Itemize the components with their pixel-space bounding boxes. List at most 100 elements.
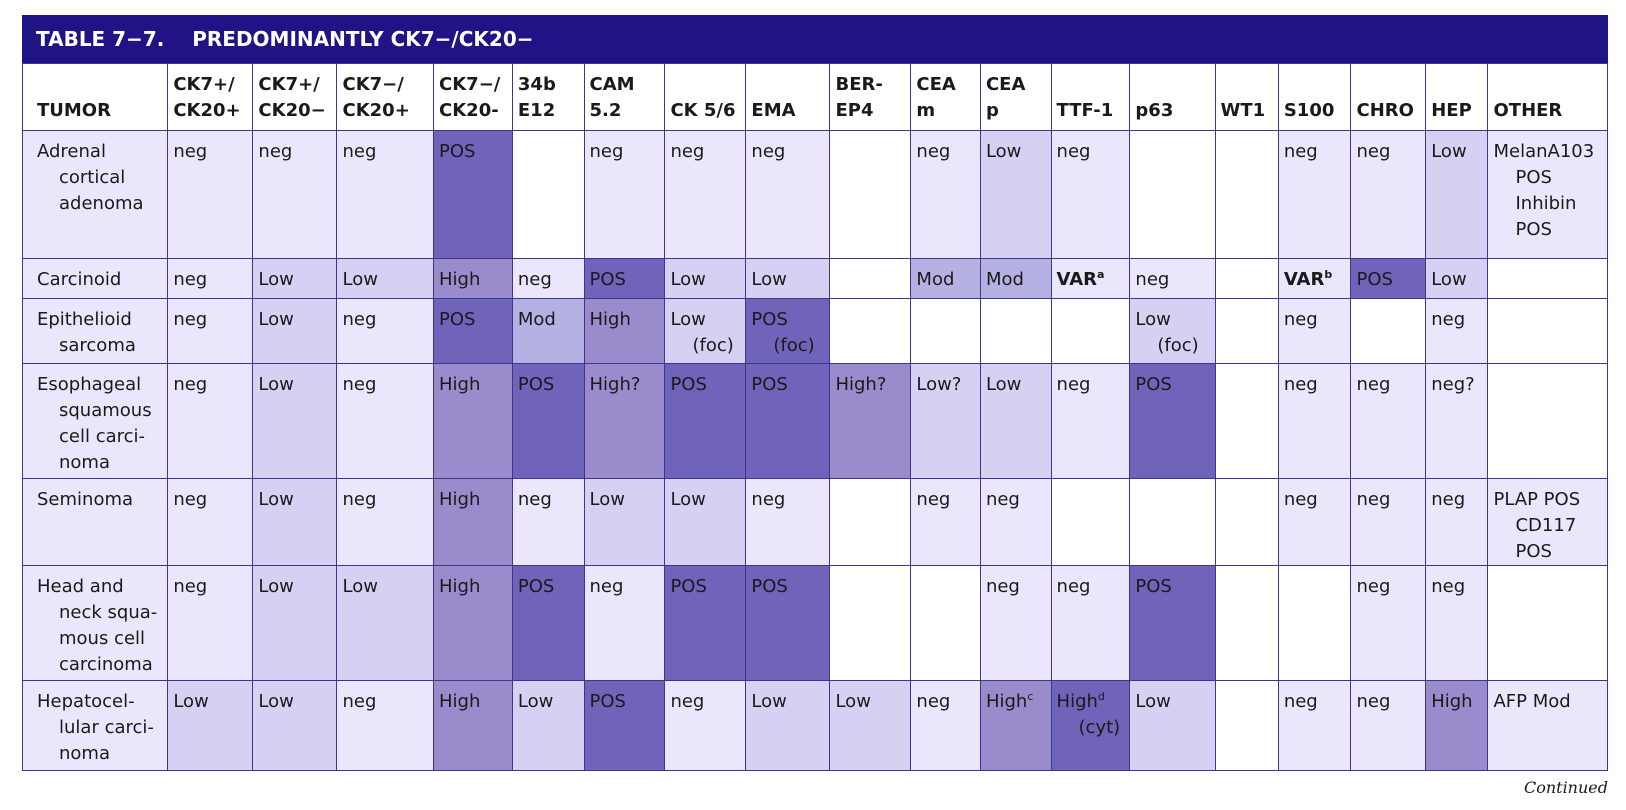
cell-text: Low [751,689,825,715]
value-cell: Low (foc) [1129,298,1216,364]
cell-text: Low [258,307,332,333]
column-header: CEA p [979,63,1052,131]
cell-text: (cyt) [1078,717,1121,738]
value-cell: Low [829,680,912,771]
value-cell [910,565,981,681]
cell-value: neg [751,489,786,510]
cell-text: CD117 POS [1493,513,1603,565]
value-cell: Low [1425,130,1489,259]
cell-value: Low [835,691,871,712]
cell-text: (foc) [1135,333,1210,359]
value-cell: neg [1350,478,1427,566]
cell-value: Low [1135,691,1171,712]
immunohistochemistry-table: TUMOR CK7+/ CK20+ CK7+/ CK20− CK7−/ CK20+ CK… [21,63,1608,771]
cell-value: Low [258,489,294,510]
cell-value: Low [342,576,378,597]
cell-value: Low [670,309,706,330]
cell-value: neg [589,141,624,162]
column-header: TUMOR [21,63,169,131]
value-cell: Low [745,680,831,771]
value-cell: POS (foc) [745,298,831,364]
cell-text: Low [258,487,332,513]
cell-text: POS [1493,217,1603,243]
value-cell: neg [167,478,254,566]
cell-value: Low [258,576,294,597]
cell-value: Mod [985,269,1024,290]
table-row: Head and neck squa-mous cell carcinoma neg L… [21,565,1608,681]
cell-value: VAR [1283,269,1325,290]
value-cell: neg [1277,298,1352,364]
cell-text: POS [1135,372,1210,398]
cell-text: Low [1135,689,1210,715]
cell-value: neg [173,489,208,510]
cell-text: neg [986,487,1047,513]
cell-value: neg [1283,489,1318,510]
column-header: CK7+/ CK20+ [167,63,254,131]
value-cell: neg [167,130,254,259]
table-header-row: TUMOR CK7+/ CK20+ CK7+/ CK20− CK7−/ CK20+ CK… [21,63,1608,131]
table-row: Adrenal cortical adenoma neg neg neg POS neg neg… [21,130,1608,259]
cell-text: neg [173,574,248,600]
cell-text: POS [751,372,825,398]
value-cell [1129,478,1216,566]
value-cell: Highc [979,680,1052,771]
cell-value: Low [517,691,554,712]
value-cell: neg [336,363,435,479]
cell-text: neg [751,487,825,513]
cell-value: PLAP POS [1493,489,1581,510]
cell-value: VAR [1056,269,1098,290]
cell-value: Low [258,309,294,330]
table-row: Hepatocel-lular carci-noma Low Low neg High L… [21,680,1608,771]
cell-text: neg [1431,487,1483,513]
cell-value: AFP Mod [1493,691,1571,712]
cell-text: POS [751,307,825,333]
value-cell: Low [336,258,435,299]
cell-value: neg [916,141,951,162]
value-cell: neg [336,130,435,259]
tumor-name-line: Hepatocel- [37,691,135,712]
cell-value: neg [1356,691,1391,712]
value-cell: neg [336,298,435,364]
cell-text: neg [916,689,976,715]
value-cell: neg [167,565,254,681]
cell-value: neg [173,374,208,395]
footnote-marker: c [1027,690,1034,703]
value-cell: POS [1350,258,1427,299]
cell-text: neg [1057,372,1126,398]
cell-text: neg [916,487,976,513]
cell-value: neg [342,374,377,395]
cell-text: High [1431,689,1483,715]
cell-text: Mod [518,307,580,333]
cell-text: neg [670,689,741,715]
column-header: BER- EP4 [829,63,912,131]
cell-value: Mod [916,269,955,290]
value-cell [829,130,912,259]
column-header: HEP [1425,63,1489,131]
value-cell: High? [829,363,912,479]
cell-value: Low [258,374,294,395]
value-cell: High [433,478,513,566]
cell-value: neg [1056,374,1091,395]
cell-text: Low [518,689,580,715]
cell-value: Low [670,269,706,290]
column-header: CAM 5.2 [583,63,666,131]
table-row: Esophageal squamous cell carci-noma neg Low n… [21,363,1608,479]
column-header: TTF-1 [1050,63,1131,131]
cell-value: Low [751,691,787,712]
value-cell: POS [1129,565,1216,681]
value-cell: neg [1350,565,1427,681]
tumor-name-line: cortical [59,167,126,188]
value-cell [1487,298,1608,364]
table-row: Carcinoid neg Low Low High neg POS Low Low Mod Mod… [21,258,1608,299]
value-cell: Low [252,363,338,479]
cell-value: Inhibin [1515,193,1577,214]
cell-text: neg [1284,689,1347,715]
value-cell [1487,565,1608,681]
value-cell: POS [745,363,831,479]
table-row: Epithelioid sarcoma neg Low neg POS Mod High Low… [21,298,1608,364]
value-cell: neg [1050,363,1131,479]
cell-value: neg [1283,141,1318,162]
value-cell: Low [664,478,747,566]
value-cell [1214,478,1279,566]
cell-value: neg [1283,691,1318,712]
